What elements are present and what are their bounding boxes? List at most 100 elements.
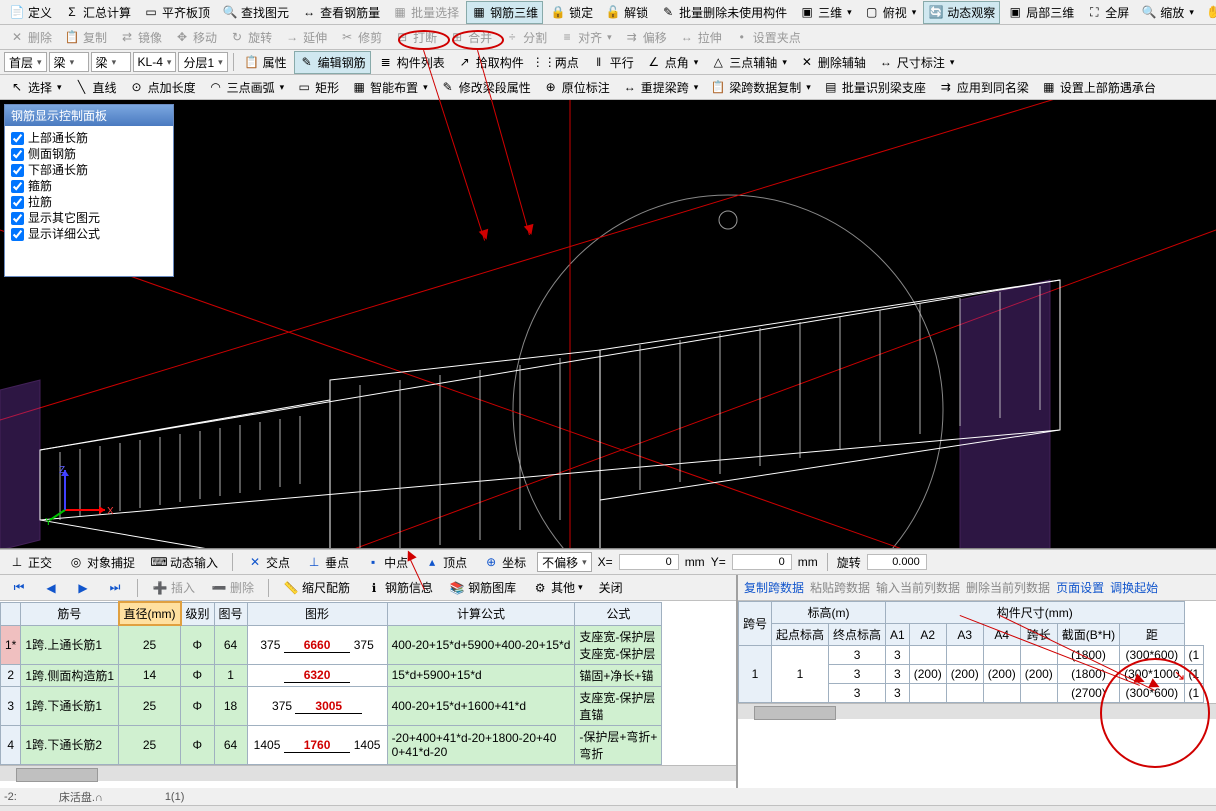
snap-toggle[interactable]: ◎对象捕捉 <box>63 551 140 574</box>
拾取构件-button[interactable]: ↗拾取构件 <box>452 51 529 74</box>
span-table[interactable]: 跨号标高(m)构件尺寸(mm)起点标高终点标高A1A2A3A4跨长截面(B*H)… <box>738 601 1204 703</box>
member-select[interactable]: KL-4 <box>133 52 177 72</box>
snap-perp[interactable]: ⊥垂点 <box>301 551 354 574</box>
table-row[interactable]: 31跨.下通长筋125Φ18375 3005 400-20+15*d+1600+… <box>1 686 662 725</box>
layer-select[interactable]: 分层1 <box>178 52 227 72</box>
option-checkbox[interactable] <box>11 196 24 209</box>
编辑钢筋-button[interactable]: ✎编辑钢筋 <box>294 51 371 74</box>
合并-button[interactable]: ⊞合并 <box>444 26 497 49</box>
全屏-button[interactable]: ⛶全屏 <box>1081 1 1134 24</box>
option-checkbox[interactable] <box>11 148 24 161</box>
copy-span-button[interactable]: 复制跨数据 <box>744 579 804 596</box>
h-scrollbar-r[interactable] <box>738 703 1216 719</box>
panel-option[interactable]: 拉筋 <box>11 194 167 210</box>
category-select[interactable]: 梁 <box>49 52 89 72</box>
ortho-toggle[interactable]: ⊥正交 <box>4 551 57 574</box>
复制-button[interactable]: 📋复制 <box>59 26 112 49</box>
梁跨数据复制-button[interactable]: 📋梁跨数据复制▾ <box>705 76 816 99</box>
打断-button[interactable]: ⊟打断 <box>389 26 442 49</box>
other-button[interactable]: ⚙其他▾ <box>527 576 588 599</box>
col-header[interactable]: 筋号 <box>21 602 119 625</box>
panel-option[interactable]: 侧面钢筋 <box>11 146 167 162</box>
viewport-3d[interactable]: 钢筋显示控制面板 上部通长筋侧面钢筋下部通长筋箍筋拉筋显示其它图元显示详细公式 <box>0 100 1216 549</box>
批量识别梁支座-button[interactable]: ▤批量识别梁支座 <box>818 76 931 99</box>
三维-button[interactable]: ▣三维▾ <box>794 1 857 24</box>
分割-button[interactable]: ÷分割 <box>499 26 552 49</box>
h-scrollbar[interactable] <box>0 765 736 781</box>
平行-button[interactable]: ‖平行 <box>586 51 639 74</box>
查看钢筋量-button[interactable]: ↔查看钢筋量 <box>296 1 385 24</box>
定义-button[interactable]: 📄定义 <box>4 1 57 24</box>
平齐板顶-button[interactable]: ▭平齐板顶 <box>138 1 215 24</box>
col-header[interactable]: 计算公式 <box>387 602 575 625</box>
批量选择-button[interactable]: ▦批量选择 <box>387 1 464 24</box>
尺寸标注-button[interactable]: ↔尺寸标注▾ <box>873 51 960 74</box>
俯视-button[interactable]: ▢俯视▾ <box>859 1 922 24</box>
动态观察-button[interactable]: 🔄动态观察 <box>923 1 1000 24</box>
移动-button[interactable]: ✥移动 <box>169 26 222 49</box>
三点画弧-button[interactable]: ◠三点画弧▾ <box>203 76 290 99</box>
原位标注-button[interactable]: ⊕原位标注 <box>538 76 615 99</box>
智能布置-button[interactable]: ▦智能布置▾ <box>346 76 433 99</box>
对齐-button[interactable]: ≡对齐▾ <box>554 26 617 49</box>
col-header[interactable]: 公式 <box>575 602 662 625</box>
三点辅轴-button[interactable]: △三点辅轴▾ <box>705 51 792 74</box>
nav-prev[interactable]: ◀ <box>38 577 64 599</box>
重提梁跨-button[interactable]: ↔重提梁跨▾ <box>617 76 704 99</box>
镜像-button[interactable]: ⇄镜像 <box>114 26 167 49</box>
option-checkbox[interactable] <box>11 132 24 145</box>
构件列表-button[interactable]: ≣构件列表 <box>373 51 450 74</box>
拉伸-button[interactable]: ↔拉伸 <box>674 26 727 49</box>
scale-rebar-button[interactable]: 📏缩尺配筋 <box>278 576 355 599</box>
汇总计算-button[interactable]: Σ汇总计算 <box>59 1 136 24</box>
nav-first[interactable]: ⏮ <box>6 577 32 599</box>
点加长度-button[interactable]: ⊙点加长度 <box>124 76 201 99</box>
offset-select[interactable]: 不偏移 <box>537 552 592 572</box>
input-col-button[interactable]: 输入当前列数据 <box>876 579 960 596</box>
table-row[interactable]: 1*1跨.上通长筋125Φ64375 6660 375400-20+15*d+5… <box>1 625 662 664</box>
delete-button[interactable]: ➖删除 <box>206 576 259 599</box>
option-checkbox[interactable] <box>11 164 24 177</box>
panel-option[interactable]: 箍筋 <box>11 178 167 194</box>
查找图元-button[interactable]: 🔍查找图元 <box>217 1 294 24</box>
panel-option[interactable]: 显示详细公式 <box>11 226 167 242</box>
floor-select[interactable]: 首层 <box>4 52 47 72</box>
锁定-button[interactable]: 🔒锁定 <box>545 1 598 24</box>
批量删除未使用构件-button[interactable]: ✎批量删除未使用构件 <box>655 1 792 24</box>
paste-span-button[interactable]: 粘贴跨数据 <box>810 579 870 596</box>
nav-last[interactable]: ⏭ <box>102 577 128 599</box>
局部三维-button[interactable]: ▣局部三维 <box>1002 1 1079 24</box>
col-header[interactable] <box>1 602 21 625</box>
snap-coord[interactable]: ⊕坐标 <box>478 551 531 574</box>
panel-option[interactable]: 显示其它图元 <box>11 210 167 226</box>
col-header[interactable]: 图形 <box>247 602 387 625</box>
page-setup-button[interactable]: 页面设置 <box>1056 579 1104 596</box>
缩放-button[interactable]: 🔍缩放▾ <box>1136 1 1199 24</box>
col-header[interactable]: 直径(mm) <box>119 602 181 625</box>
设置上部筋遇承台-button[interactable]: ▦设置上部筋遇承台 <box>1036 76 1161 99</box>
col-header[interactable]: 图号 <box>214 602 247 625</box>
两点-button[interactable]: ⋮⋮两点 <box>531 51 584 74</box>
平移-button[interactable]: ✋平移▾ <box>1201 1 1216 24</box>
panel-option[interactable]: 下部通长筋 <box>11 162 167 178</box>
rebar-info-button[interactable]: ℹ钢筋信息 <box>361 576 438 599</box>
type-select[interactable]: 梁 <box>91 52 131 72</box>
解锁-button[interactable]: 🔓解锁 <box>600 1 653 24</box>
删除辅轴-button[interactable]: ✕删除辅轴 <box>794 51 871 74</box>
旋转-button[interactable]: ↻旋转 <box>224 26 277 49</box>
删除-button[interactable]: ✕删除 <box>4 26 57 49</box>
属性-button[interactable]: 📋属性 <box>239 51 292 74</box>
rebar-lib-button[interactable]: 📚钢筋图库 <box>444 576 521 599</box>
panel-option[interactable]: 上部通长筋 <box>11 130 167 146</box>
table-row[interactable]: 41跨.下通长筋225Φ641405 1760 1405-20+400+41*d… <box>1 725 662 764</box>
延伸-button[interactable]: →延伸 <box>279 26 332 49</box>
option-checkbox[interactable] <box>11 180 24 193</box>
snap-top[interactable]: ▴顶点 <box>419 551 472 574</box>
设置夹点-button[interactable]: •设置夹点 <box>729 26 806 49</box>
直线-button[interactable]: ╲直线 <box>69 76 122 99</box>
应用到同名梁-button[interactable]: ⇉应用到同名梁 <box>933 76 1034 99</box>
选择-button[interactable]: ↖选择▾ <box>4 76 67 99</box>
钢筋三维-button[interactable]: ▦钢筋三维 <box>466 1 543 24</box>
snap-cross[interactable]: ✕交点 <box>242 551 295 574</box>
option-checkbox[interactable] <box>11 212 24 225</box>
